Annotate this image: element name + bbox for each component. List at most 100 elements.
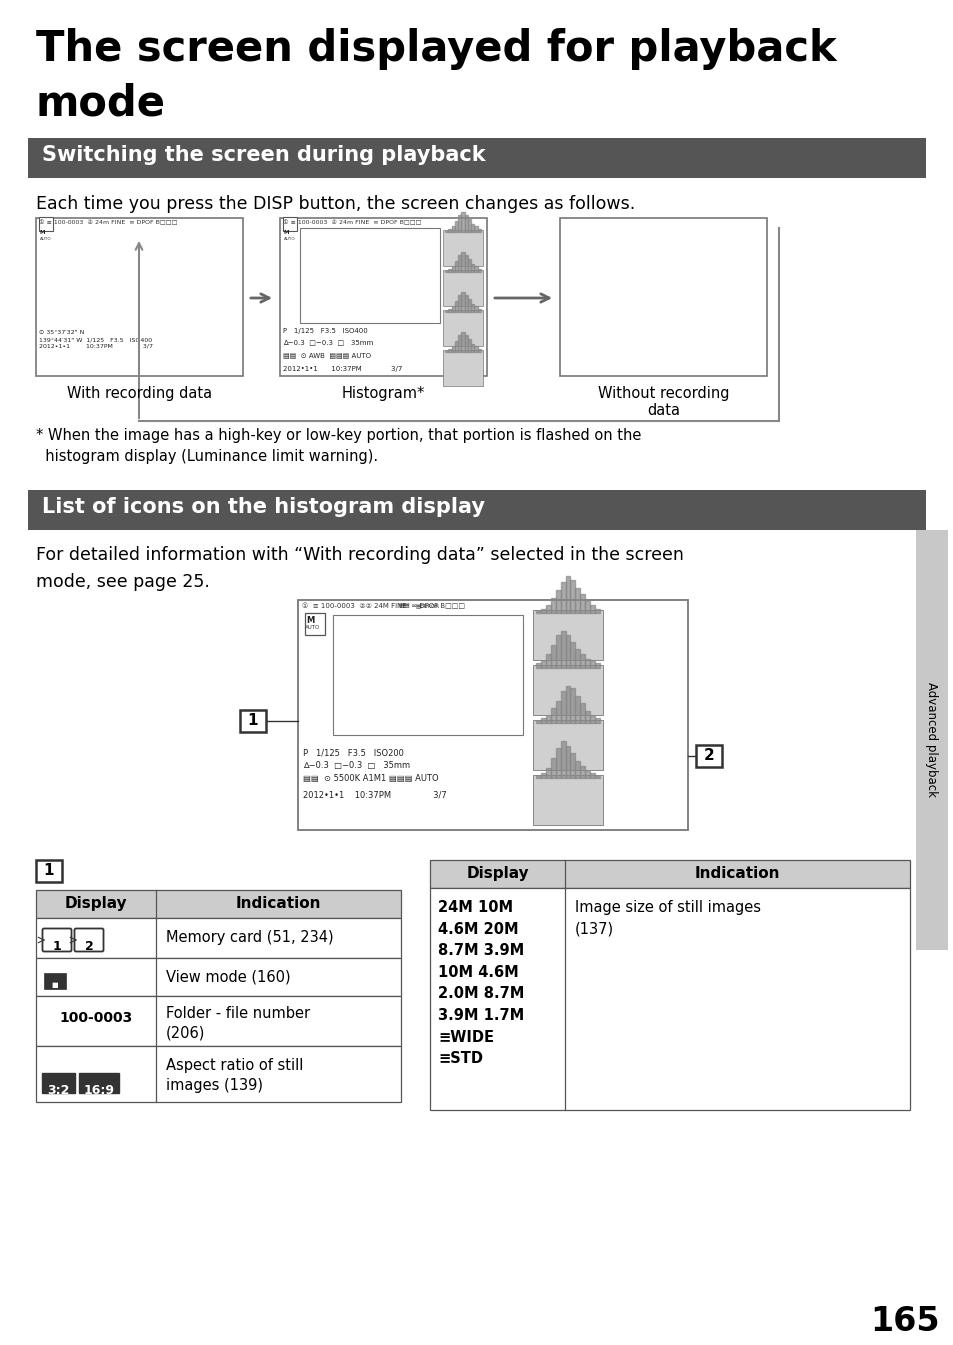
Polygon shape <box>590 605 595 613</box>
Polygon shape <box>471 223 474 231</box>
Polygon shape <box>550 644 555 668</box>
Polygon shape <box>584 600 590 613</box>
Polygon shape <box>550 759 555 777</box>
Polygon shape <box>461 253 464 272</box>
Bar <box>430 888 909 1110</box>
Polygon shape <box>477 309 480 312</box>
Bar <box>305 613 325 635</box>
Text: AUTO: AUTO <box>305 625 320 629</box>
Polygon shape <box>467 339 471 352</box>
Text: 1: 1 <box>44 863 54 878</box>
Text: Histogram*: Histogram* <box>341 386 425 401</box>
Polygon shape <box>455 221 457 231</box>
Polygon shape <box>560 690 565 724</box>
Polygon shape <box>590 716 595 724</box>
Bar <box>36 958 400 997</box>
Text: List of icons on the histogram display: List of icons on the histogram display <box>42 498 484 516</box>
Bar <box>533 720 602 769</box>
FancyBboxPatch shape <box>74 928 103 951</box>
Text: 2012•1•1    10:37PM                3/7: 2012•1•1 10:37PM 3/7 <box>303 790 446 799</box>
Polygon shape <box>457 295 461 312</box>
Polygon shape <box>595 663 599 668</box>
Polygon shape <box>464 335 467 352</box>
Text: 2: 2 <box>85 940 93 954</box>
Text: M: M <box>284 230 289 235</box>
Bar <box>28 490 925 530</box>
Polygon shape <box>545 654 550 668</box>
Text: 165: 165 <box>869 1305 939 1338</box>
Text: For detailed information with “With recording data” selected in the screen
mode,: For detailed information with “With reco… <box>36 546 683 590</box>
Polygon shape <box>451 307 455 312</box>
Text: ∆−0.3  □−0.3  □   35mm: ∆−0.3 □−0.3 □ 35mm <box>303 761 410 769</box>
Polygon shape <box>451 347 455 352</box>
Polygon shape <box>555 635 560 668</box>
Text: ▤▤  ⊙ AWB  ▤▤▤ AUTO: ▤▤ ⊙ AWB ▤▤▤ AUTO <box>283 352 371 358</box>
Polygon shape <box>477 269 480 272</box>
Polygon shape <box>550 599 555 613</box>
Polygon shape <box>448 350 451 352</box>
Text: The screen displayed for playback: The screen displayed for playback <box>36 28 836 70</box>
Text: ① ≡ 100-0003  ② 24m FINE  ∞ DPOF B□□□: ① ≡ 100-0003 ② 24m FINE ∞ DPOF B□□□ <box>283 221 421 226</box>
Text: Switching the screen during playback: Switching the screen during playback <box>42 145 485 165</box>
Polygon shape <box>560 631 565 668</box>
Polygon shape <box>448 269 451 272</box>
Polygon shape <box>536 611 540 613</box>
Bar <box>442 350 482 386</box>
Bar <box>533 664 602 716</box>
Text: 1: 1 <box>248 713 258 728</box>
Polygon shape <box>575 588 579 613</box>
Polygon shape <box>565 745 570 777</box>
Text: ▤▤  ⊙ 5500K A1M1 ▤▤▤ AUTO: ▤▤ ⊙ 5500K A1M1 ▤▤▤ AUTO <box>303 773 438 783</box>
Bar <box>36 1046 400 1102</box>
Text: ▤ERROR: ▤ERROR <box>416 603 439 608</box>
Polygon shape <box>444 230 448 231</box>
Text: ■: ■ <box>51 982 58 989</box>
Polygon shape <box>457 256 461 272</box>
Polygon shape <box>471 304 474 312</box>
Bar <box>442 270 482 307</box>
Polygon shape <box>448 309 451 312</box>
Text: ①  ≡ 100-0003  ②② 24M FINE  ∞ DPOF B□□□: ① ≡ 100-0003 ②② 24M FINE ∞ DPOF B□□□ <box>302 603 464 609</box>
Polygon shape <box>455 301 457 312</box>
Text: ⊙ 35°37′32" N
139°44′31" W  1/125   F3.5   ISO400
2012•1•1        10:37PM       : ⊙ 35°37′32" N 139°44′31" W 1/125 F3.5 IS… <box>39 330 152 348</box>
Text: Folder - file number
(206): Folder - file number (206) <box>166 1006 310 1041</box>
Bar <box>36 890 400 919</box>
Text: Memory card (51, 234): Memory card (51, 234) <box>166 929 334 946</box>
Bar <box>533 611 602 660</box>
Polygon shape <box>467 260 471 272</box>
Polygon shape <box>550 707 555 724</box>
Polygon shape <box>545 716 550 724</box>
Bar <box>442 309 482 346</box>
Polygon shape <box>471 343 474 352</box>
Text: * When the image has a high-key or low-key portion, that portion is flashed on t: * When the image has a high-key or low-k… <box>36 428 640 464</box>
Polygon shape <box>474 266 477 272</box>
Bar <box>28 139 925 178</box>
Bar <box>79 1073 119 1093</box>
Polygon shape <box>584 659 590 668</box>
Polygon shape <box>448 229 451 231</box>
Text: 1: 1 <box>52 940 61 954</box>
Polygon shape <box>536 776 540 777</box>
Polygon shape <box>540 609 545 613</box>
Bar <box>42 1073 75 1093</box>
Polygon shape <box>444 351 448 352</box>
Text: Display: Display <box>65 896 127 911</box>
Polygon shape <box>455 340 457 352</box>
Polygon shape <box>579 594 584 613</box>
Text: With recording data: With recording data <box>67 386 212 401</box>
Polygon shape <box>565 686 570 724</box>
Polygon shape <box>570 580 575 613</box>
Polygon shape <box>474 307 477 312</box>
Polygon shape <box>467 300 471 312</box>
Polygon shape <box>474 226 477 231</box>
Bar <box>36 859 62 882</box>
Polygon shape <box>477 350 480 352</box>
Bar <box>297 600 687 830</box>
Text: Aspect ratio of still
images (139): Aspect ratio of still images (139) <box>166 1059 303 1092</box>
Polygon shape <box>477 229 480 231</box>
FancyBboxPatch shape <box>43 928 71 951</box>
Polygon shape <box>590 660 595 668</box>
Text: P   1/125   F3.5   ISO200: P 1/125 F3.5 ISO200 <box>303 748 403 757</box>
Polygon shape <box>451 266 455 272</box>
Polygon shape <box>579 703 584 724</box>
